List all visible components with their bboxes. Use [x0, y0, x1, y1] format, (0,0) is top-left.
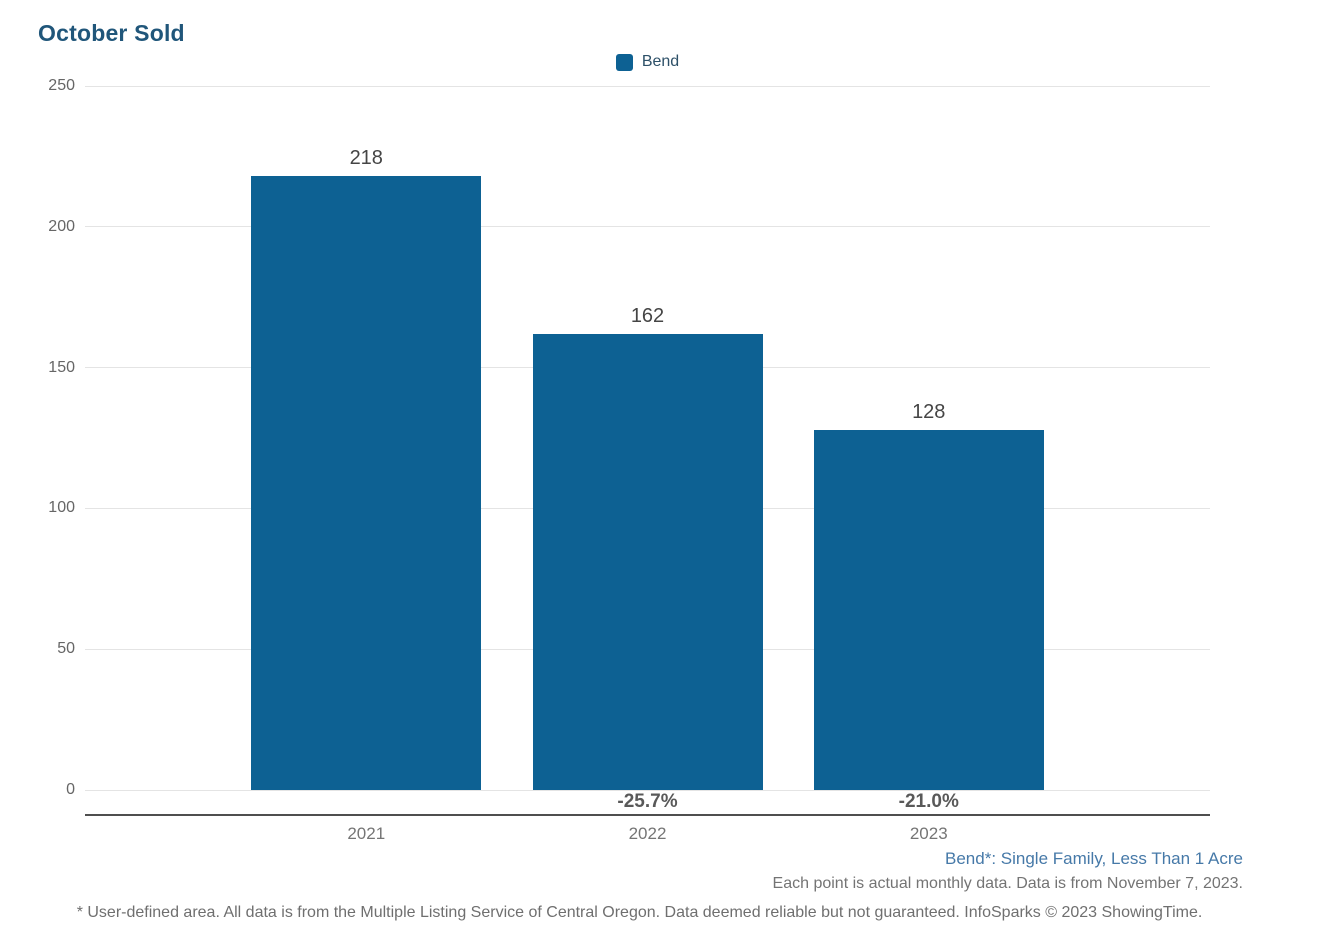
bar-value-label-2021: 218 [349, 147, 383, 170]
bar-2021[interactable] [251, 176, 482, 790]
y-axis: 0 50 100 150 200 250 [0, 77, 75, 798]
x-tick-label-2022: 2022 [628, 824, 667, 843]
x-axis-line [85, 814, 1210, 816]
bar-value-label-2022: 162 [630, 304, 665, 327]
bar-2023[interactable] [813, 429, 1044, 790]
legend-swatch-bend [615, 53, 633, 71]
x-tick-label-2021: 2021 [347, 824, 386, 843]
gridline-y-200 [85, 226, 1210, 228]
gridline-y-250 [85, 85, 1210, 87]
y-tick-label-100: 100 [48, 499, 75, 517]
y-tick-label-250: 250 [48, 77, 75, 94]
x-axis-labels: 2021 2022 2023 [85, 824, 1210, 846]
x-tick-label-2023: 2023 [909, 824, 948, 843]
disclaimer-footnote: * User-defined area. All data is from th… [76, 904, 1203, 921]
data-note-footnote: Each point is actual monthly data. Data … [772, 875, 1243, 892]
pct-change-label-2022: -25.7% [617, 791, 678, 812]
bar-value-label-2023: 128 [912, 400, 946, 423]
legend-label-bend[interactable]: Bend [641, 53, 680, 70]
chart-title: October Sold [38, 20, 185, 46]
bar-2022[interactable] [532, 333, 763, 790]
percent-change-strip: -25.7% -21.0% [85, 790, 1210, 815]
legend: Bend [85, 53, 1210, 71]
y-tick-label-150: 150 [48, 358, 75, 376]
y-tick-label-0: 0 [66, 781, 75, 798]
y-tick-label-50: 50 [57, 640, 75, 658]
y-tick-label-200: 200 [48, 217, 75, 235]
plot-area: 218 162 128 [85, 85, 1210, 791]
series-definition-footnote: Bend*: Single Family, Less Than 1 Acre [945, 849, 1243, 868]
pct-change-label-2023: -21.0% [898, 791, 959, 812]
gridline-y-0 [85, 789, 1210, 791]
